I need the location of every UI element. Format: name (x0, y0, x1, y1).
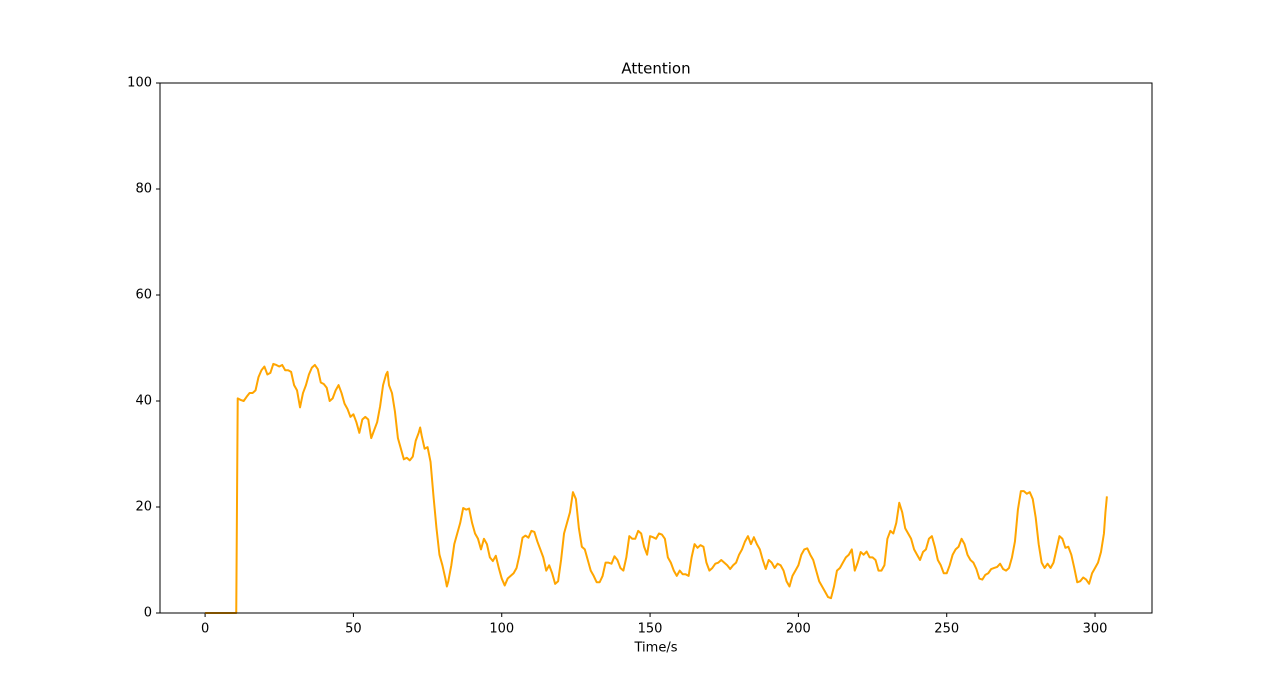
x-tick-label: 100 (489, 622, 514, 637)
x-tick-label: 50 (345, 622, 362, 637)
y-tick-label: 80 (135, 182, 152, 197)
line (205, 362, 1108, 614)
x-tick-label: 300 (1083, 622, 1108, 637)
x-tick-label: 250 (934, 622, 959, 637)
y-tick-label: 20 (135, 500, 152, 515)
chart-title: Attention (621, 60, 690, 78)
plot-frame (159, 82, 1153, 614)
y-tick-label: 0 (144, 606, 152, 621)
x-tick-label: 200 (786, 622, 811, 637)
x-tick-label: 150 (638, 622, 663, 637)
x-tick-label: 0 (201, 622, 209, 637)
x-axis-label: Time/s (634, 641, 678, 656)
y-tick-label: 60 (135, 288, 152, 303)
y-tick-label: 40 (135, 394, 152, 409)
y-tick-label: 100 (127, 76, 152, 91)
